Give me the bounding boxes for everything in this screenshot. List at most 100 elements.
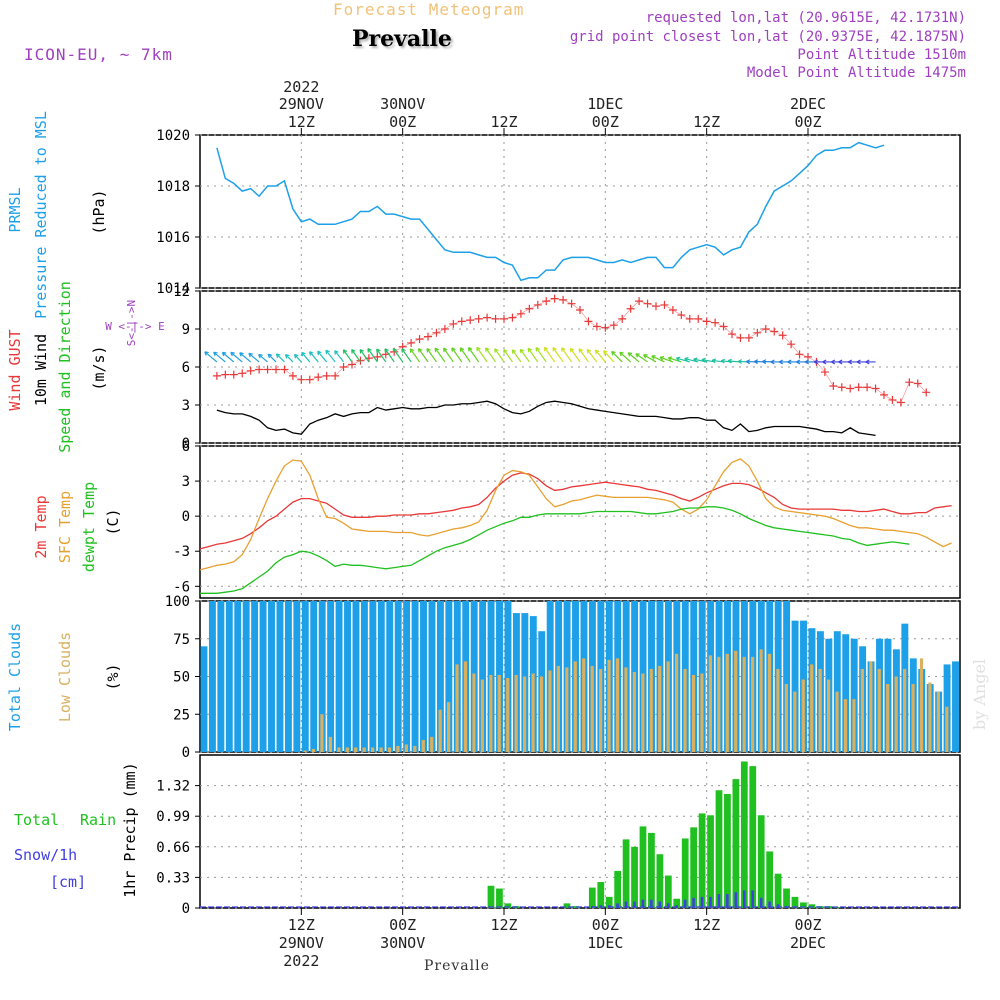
point-altitude: Point Altitude 1510m	[797, 47, 966, 63]
rain-bar	[791, 896, 799, 908]
low-cloud-bar	[506, 678, 510, 752]
low-cloud-bar	[945, 706, 949, 752]
snow-bar	[751, 890, 754, 908]
low-cloud-bar	[303, 750, 307, 752]
rain-bar	[732, 779, 740, 908]
snow-bar	[776, 904, 780, 908]
label-total: Total	[14, 811, 59, 829]
bottom-day-label: 2DEC	[790, 934, 826, 952]
total-cloud-bar	[369, 601, 377, 752]
low-cloud-bar	[345, 747, 349, 752]
low-cloud-bar	[666, 661, 670, 752]
rain-bar	[690, 827, 698, 908]
label-temp-unit: (C)	[104, 508, 122, 535]
total-cloud-bar	[842, 634, 850, 752]
label-low-clouds: Low Clouds	[56, 632, 74, 722]
direction-arrow	[392, 347, 404, 363]
y-tick-label: 9	[182, 322, 190, 338]
low-cloud-bar	[489, 674, 493, 752]
direction-arrow	[409, 348, 421, 363]
low-cloud-bar	[860, 668, 864, 752]
top-hour-label: 00Z	[592, 113, 619, 131]
snow-bar	[768, 901, 771, 908]
top-hour-label: 12Z	[288, 113, 315, 131]
faint-title: Forecast Meteogram	[333, 0, 525, 19]
low-cloud-bar	[776, 668, 780, 752]
y-tick-label: -6	[173, 579, 190, 595]
total-cloud-bar	[479, 601, 487, 752]
direction-arrow	[627, 352, 640, 363]
bottom-hour-label: 00Z	[389, 916, 416, 934]
label-wind-gust: Wind GUST	[6, 329, 24, 410]
direction-arrow	[603, 350, 615, 363]
bottom-day-label: 29NOV	[279, 934, 324, 952]
rain-bar	[757, 815, 765, 908]
y-tick-label: 1014	[156, 281, 190, 297]
rain-bar	[496, 888, 503, 908]
rain-bar	[707, 815, 714, 908]
rain-bar	[749, 766, 757, 908]
low-cloud-bar	[852, 699, 856, 752]
snow-bar	[683, 899, 687, 908]
direction-arrow	[459, 347, 471, 363]
direction-arrow	[239, 352, 252, 363]
direction-arrow	[230, 351, 243, 363]
rain-bar	[588, 887, 596, 908]
low-cloud-bar	[869, 661, 873, 752]
low-cloud-bar	[514, 674, 518, 752]
low-cloud-bar	[463, 661, 468, 752]
total-cloud-bar	[225, 601, 233, 752]
low-cloud-bar	[531, 673, 535, 752]
panel-1: 1014 1016 1018 1020	[156, 128, 961, 297]
bottom-day-label: 1DEC	[587, 934, 623, 952]
direction-arrow	[342, 349, 353, 363]
label-dewpt-temp: dewpt Temp	[80, 482, 98, 572]
low-cloud-bar	[700, 673, 704, 752]
total-cloud-bar	[259, 601, 267, 752]
direction-arrow	[485, 347, 497, 363]
total-cloud-bar	[360, 601, 368, 752]
series-line-prmsl	[216, 141, 885, 282]
compass-vertical: S<-|->N	[125, 300, 138, 346]
low-cloud-bar	[658, 665, 662, 752]
total-cloud-bar	[301, 601, 309, 752]
total-cloud-bar	[394, 601, 402, 752]
low-cloud-bar	[362, 747, 366, 752]
bottom-hour-label: 12Z	[490, 916, 517, 934]
direction-arrow	[535, 346, 547, 363]
y-tick-label: 3	[182, 398, 190, 414]
direction-arrow	[476, 346, 488, 363]
y-tick-label: 1016	[156, 230, 190, 246]
total-cloud-bar	[850, 638, 858, 752]
y-tick-label: 1.32	[156, 779, 190, 795]
low-cloud-bar	[548, 670, 552, 752]
rain-bar	[614, 870, 622, 908]
direction-arrow	[569, 347, 581, 363]
low-cloud-bar	[565, 667, 569, 752]
low-cloud-bar	[582, 658, 586, 752]
low-cloud-bar	[734, 650, 738, 752]
low-cloud-bar	[784, 684, 788, 752]
low-cloud-bar	[337, 747, 341, 752]
total-cloud-bar	[293, 601, 301, 752]
label-speed-direction: Speed and Direction	[56, 281, 74, 453]
direction-arrow	[351, 348, 361, 363]
rain-bar	[740, 761, 748, 908]
y-tick-label: 0.66	[156, 840, 190, 856]
total-cloud-bar	[217, 601, 225, 752]
top-hour-label: 00Z	[389, 113, 416, 131]
grid-point-coords: grid point closest lon,lat (20.9375E, 42…	[569, 29, 966, 45]
low-cloud-bar	[843, 699, 848, 752]
panel-frame	[199, 134, 961, 289]
rain-bar	[487, 885, 495, 908]
direction-arrow	[434, 347, 446, 363]
low-cloud-bar	[649, 668, 653, 752]
top-day-label: 30NOV	[380, 95, 425, 113]
low-cloud-bar	[928, 682, 932, 752]
rain-bar	[563, 903, 571, 908]
y-tick-label: -3	[173, 544, 190, 560]
series-line-wind	[216, 400, 876, 437]
rain-bar	[724, 793, 731, 908]
rain-bar	[715, 790, 723, 908]
top-day-label: 1DEC	[587, 95, 623, 113]
